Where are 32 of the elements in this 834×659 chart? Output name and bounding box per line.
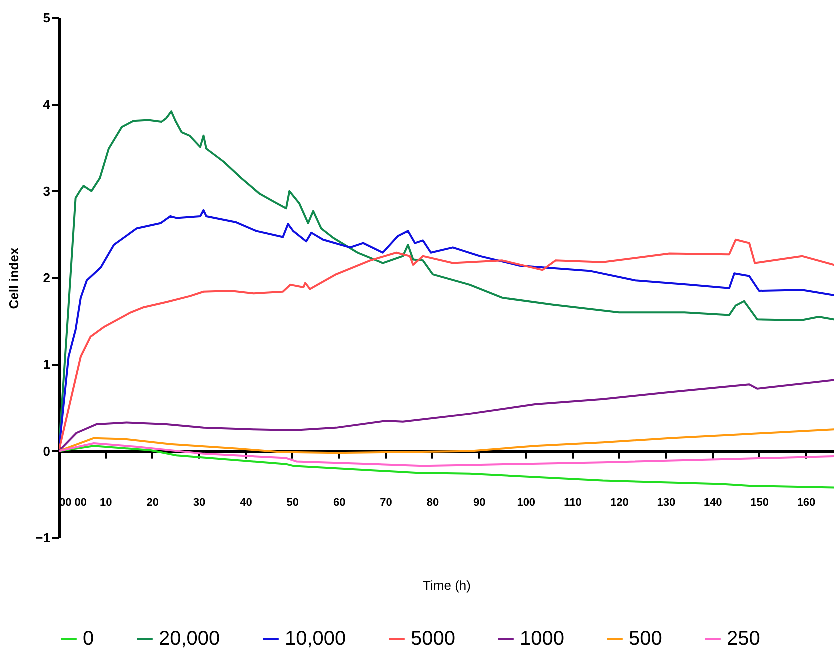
x-tick-label: 90 [474, 496, 486, 509]
y-tick-label: 1 [43, 357, 50, 372]
legend-label: 5000 [411, 628, 456, 650]
legend-label: 10,000 [285, 628, 346, 650]
x-tick-label: 140 [704, 496, 722, 509]
x-tick-label: 50 [286, 496, 300, 509]
x-tick-label: 120 [610, 496, 629, 509]
legend-label: 500 [629, 628, 662, 650]
legend-label: 1000 [520, 628, 564, 650]
x-tick-label: 150 [750, 496, 769, 509]
x-tick-label: 100 [517, 496, 536, 509]
y-axis-title: Cell index [6, 247, 22, 310]
x-tick-label: 40 [240, 496, 252, 509]
legend-label: 250 [727, 628, 760, 650]
legend-label: 0 [83, 628, 94, 650]
x-axis-title: Time (h) [423, 578, 471, 593]
x-tick-label: 20 [146, 496, 159, 509]
x-tick-label: 10 [100, 496, 112, 509]
x-tick-label: 110 [564, 496, 582, 509]
legend-label: 20,000 [159, 628, 220, 650]
x-tick-label: 30 [193, 496, 206, 509]
y-tick-label: 2 [43, 270, 50, 286]
x-tick-label: 70 [380, 496, 392, 509]
y-tick-label: 3 [43, 184, 50, 199]
y-tick-label: 4 [43, 97, 52, 112]
y-tick-label: −1 [36, 530, 50, 546]
x-tick-label: 80 [426, 496, 440, 509]
x-tick-label: 60 [333, 496, 346, 509]
x-tick-label: 160 [797, 496, 816, 509]
y-tick-label: 0 [43, 444, 50, 459]
x-tick-label: 130 [657, 496, 676, 509]
y-tick-label: 5 [43, 10, 50, 26]
